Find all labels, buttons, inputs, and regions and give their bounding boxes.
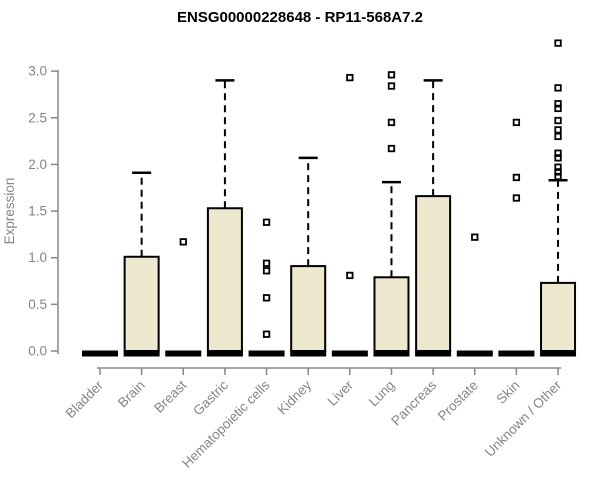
median-line bbox=[248, 350, 285, 357]
outlier-point bbox=[387, 71, 396, 79]
iqr-box bbox=[373, 276, 410, 352]
outlier-point bbox=[387, 82, 396, 90]
outlier-point bbox=[554, 172, 562, 181]
y-tick-label: 2.5 bbox=[28, 110, 47, 125]
outlier-point bbox=[554, 39, 562, 47]
outlier-point bbox=[512, 194, 521, 202]
box-group bbox=[331, 73, 368, 357]
boxes-layer bbox=[82, 39, 577, 357]
outlier-point bbox=[554, 116, 562, 125]
x-tick-label: Pancreas bbox=[388, 377, 439, 428]
median-line bbox=[498, 350, 535, 357]
x-tick-label: Lung bbox=[366, 378, 398, 410]
x-tick-label: Breast bbox=[151, 377, 189, 415]
median-line bbox=[331, 350, 368, 357]
outlier-point bbox=[512, 173, 521, 182]
outlier-point bbox=[512, 118, 521, 127]
outlier-point bbox=[387, 144, 396, 153]
outlier-point bbox=[554, 154, 562, 162]
x-tick-label: Skin bbox=[493, 378, 522, 407]
outlier-point bbox=[262, 267, 271, 275]
y-axis-title: Expression bbox=[2, 178, 17, 245]
median-line bbox=[415, 350, 452, 357]
outlier-point bbox=[554, 126, 562, 134]
outlier-point bbox=[554, 132, 562, 141]
median-line bbox=[540, 350, 577, 357]
median-line bbox=[373, 350, 410, 357]
box-group bbox=[248, 218, 285, 357]
x-tick-label: Liver bbox=[325, 377, 357, 409]
outlier-point bbox=[554, 84, 562, 92]
box-group bbox=[373, 71, 410, 357]
y-tick-label: 2.0 bbox=[28, 157, 47, 172]
y-tick-label: 0.0 bbox=[28, 344, 47, 359]
outlier-point bbox=[179, 238, 187, 246]
outlier-point bbox=[262, 330, 271, 338]
iqr-box bbox=[540, 281, 577, 352]
box-group bbox=[206, 79, 243, 357]
x-tick-label: Kidney bbox=[275, 377, 315, 417]
box-group bbox=[165, 238, 202, 357]
box-group bbox=[456, 233, 493, 357]
y-tick-label: 1.0 bbox=[28, 250, 47, 265]
outlier-point bbox=[387, 118, 396, 127]
median-line bbox=[123, 350, 160, 357]
outlier-point bbox=[262, 294, 271, 302]
box-group bbox=[498, 118, 535, 357]
outlier-point bbox=[554, 104, 562, 113]
outlier-point bbox=[262, 259, 271, 267]
outlier-point bbox=[346, 73, 354, 82]
median-line bbox=[290, 350, 327, 357]
box-group bbox=[82, 350, 118, 357]
box-group bbox=[290, 156, 327, 357]
median-line bbox=[82, 350, 118, 357]
x-tick-label: Unknown / Other bbox=[482, 377, 565, 460]
x-tick-label: Brain bbox=[115, 378, 148, 411]
median-line bbox=[206, 350, 243, 357]
box-group bbox=[415, 79, 452, 357]
box-group bbox=[123, 171, 160, 357]
median-line bbox=[165, 350, 202, 357]
median-line bbox=[456, 350, 493, 357]
y-tick-label: 1.5 bbox=[28, 204, 47, 219]
outlier-point bbox=[471, 233, 479, 241]
x-tick-label: Prostate bbox=[435, 378, 481, 424]
box-group bbox=[540, 39, 577, 357]
outlier-point bbox=[262, 218, 271, 226]
x-tick-label: Gastric bbox=[190, 377, 231, 418]
iqr-box bbox=[290, 265, 327, 352]
iqr-box bbox=[206, 207, 243, 352]
iqr-box bbox=[415, 195, 452, 352]
outlier-point bbox=[346, 271, 354, 280]
y-tick-label: 0.5 bbox=[28, 297, 47, 312]
x-tick-label: Bladder bbox=[63, 377, 107, 421]
chart-title: ENSG00000228648 - RP11-568A7.2 bbox=[177, 9, 423, 26]
y-tick-label: 3.0 bbox=[28, 64, 47, 79]
iqr-box bbox=[123, 255, 160, 352]
